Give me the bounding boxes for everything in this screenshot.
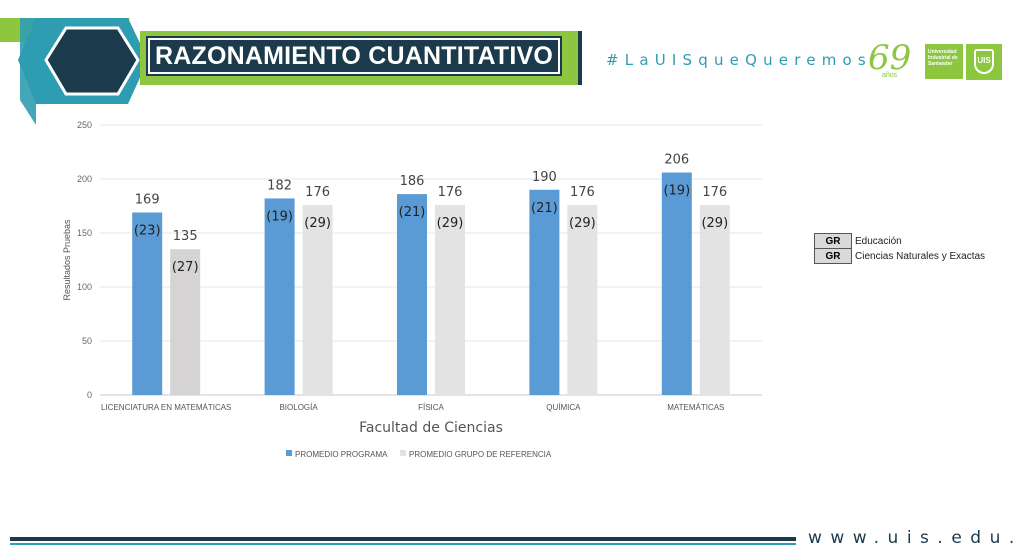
data-annotation: (19) <box>266 209 293 224</box>
hashtag-text: #LaUISqueQueremos <box>606 51 872 69</box>
legend-swatch <box>286 450 292 456</box>
x-tick-label: MATEMÁTICAS <box>667 403 724 412</box>
bar-program <box>529 189 560 395</box>
data-label: 135 <box>173 229 198 244</box>
data-label: 176 <box>702 185 727 200</box>
legend-label: PROMEDIO PROGRAMA <box>295 450 388 459</box>
y-tick-label: 250 <box>77 120 92 130</box>
footer-line-teal <box>10 543 796 545</box>
uis-shield-icon: UIS <box>974 49 994 74</box>
data-label: 182 <box>267 178 292 193</box>
x-tick-label: QUÍMICA <box>546 403 581 412</box>
bar-reference <box>302 204 333 395</box>
data-label: 176 <box>570 185 595 200</box>
page-title-box: RAZONAMIENTO CUANTITATIVO <box>146 36 562 76</box>
data-label: 186 <box>400 174 425 189</box>
footer-line-navy <box>10 537 796 541</box>
bar-reference <box>699 204 730 395</box>
x-tick-label: FÍSICA <box>418 403 444 412</box>
data-annotation: (27) <box>172 260 199 275</box>
website-text: www.uis.edu.co <box>808 528 1023 548</box>
reference-group-label: Ciencias Naturales y Exactas <box>855 250 986 262</box>
y-tick-label: 200 <box>77 174 92 184</box>
bar-program <box>264 198 295 395</box>
page-title: RAZONAMIENTO CUANTITATIVO <box>154 41 554 70</box>
y-tick-label: 150 <box>77 228 92 238</box>
legend-swatch <box>400 450 406 456</box>
data-annotation: (29) <box>304 216 331 231</box>
data-label: 176 <box>438 185 463 200</box>
x-axis-label: Facultad de Ciencias <box>359 420 503 436</box>
y-axis-label: Resultados Pruebas <box>62 219 72 301</box>
reference-group-code: GR <box>814 233 852 249</box>
bar-reference <box>170 249 201 395</box>
data-label: 206 <box>664 153 689 168</box>
uis-shield-logo: UIS <box>966 44 1002 80</box>
y-tick-label: 50 <box>82 336 92 346</box>
title-end-bar <box>578 31 582 85</box>
university-logo: Universidad Industrial de Santander <box>925 44 963 79</box>
x-tick-label: LICENCIATURA EN MATEMÁTICAS <box>101 403 231 412</box>
data-label: 176 <box>305 185 330 200</box>
anniversary-number: 69 <box>868 38 912 78</box>
bar-program <box>661 172 692 395</box>
bar-program <box>397 194 427 395</box>
anniversary-logo: 69 años <box>866 38 918 82</box>
navy-hexagon <box>44 26 140 96</box>
data-annotation: (29) <box>569 216 596 231</box>
data-annotation: (23) <box>134 223 161 238</box>
y-tick-label: 100 <box>77 282 92 292</box>
data-label: 190 <box>532 170 557 185</box>
anniversary-sub: años <box>882 72 898 79</box>
reference-group-code: GR <box>814 248 852 264</box>
reference-group-row: GR Educación <box>814 233 989 249</box>
data-annotation: (19) <box>663 184 690 199</box>
data-annotation: (29) <box>437 216 464 231</box>
reference-group-label: Educación <box>855 235 902 247</box>
reference-group-row: GR Ciencias Naturales y Exactas <box>814 248 989 264</box>
bar-reference <box>435 204 465 395</box>
bar-program <box>132 212 163 395</box>
data-label: 169 <box>135 192 160 207</box>
x-tick-label: BIOLOGÍA <box>279 403 318 412</box>
reference-group-table: GR Educación GR Ciencias Naturales y Exa… <box>814 233 989 264</box>
data-annotation: (29) <box>701 216 728 231</box>
legend-label: PROMEDIO GRUPO DE REFERENCIA <box>409 450 552 459</box>
data-annotation: (21) <box>531 201 558 216</box>
data-annotation: (21) <box>399 205 426 220</box>
bar-reference <box>567 204 598 395</box>
y-tick-label: 0 <box>87 390 92 400</box>
